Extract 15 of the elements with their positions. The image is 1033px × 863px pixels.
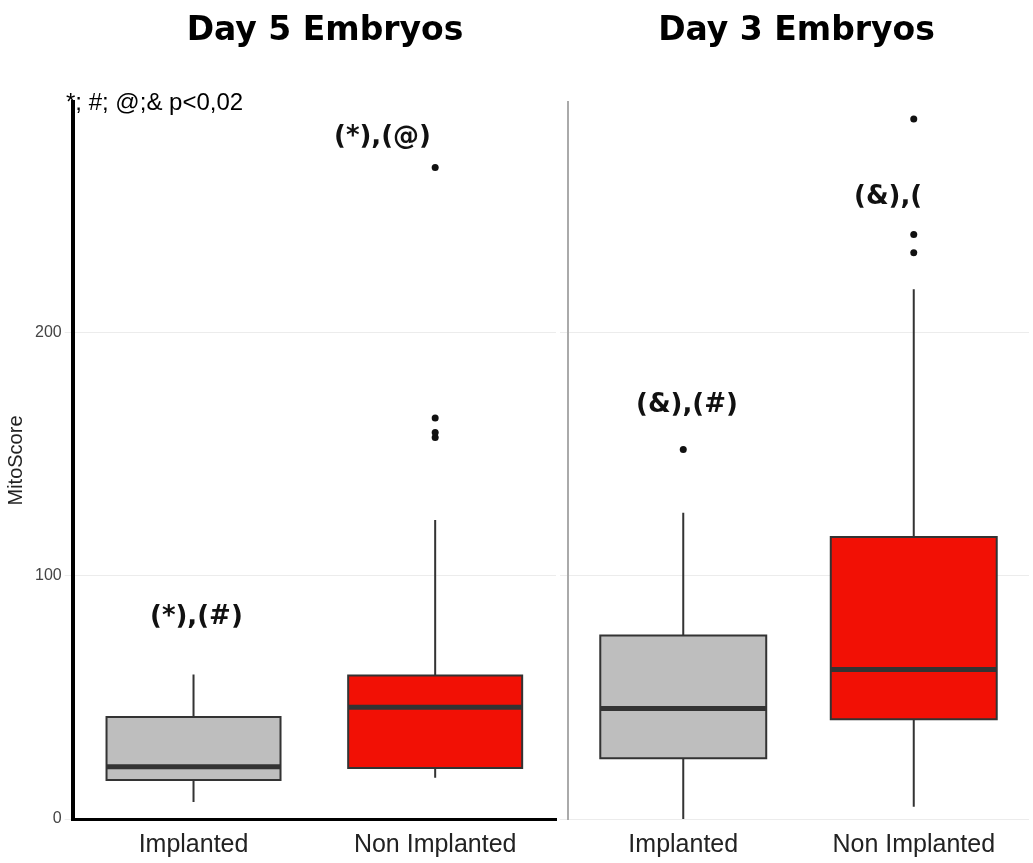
y-tick-label: 200 xyxy=(34,323,62,341)
annotation: (&),(#) xyxy=(636,388,738,418)
y-tick-label: 0 xyxy=(52,809,62,827)
annotation: (*),(@) xyxy=(334,120,432,150)
annotation: (&),( xyxy=(854,180,923,210)
x-tick-label: Implanted xyxy=(138,828,249,857)
y-tick-label: 100 xyxy=(34,566,62,584)
x-tick-label: Non Implanted xyxy=(832,828,996,857)
annotation: *; #; @;& p<0,02 xyxy=(66,88,244,116)
x-tick-label: Implanted xyxy=(628,828,739,857)
chart-title: Day 3 Embryos xyxy=(657,8,936,50)
x-tick-label: Non Implanted xyxy=(353,828,517,857)
chart-title: Day 5 Embryos xyxy=(185,8,465,50)
y-axis-title: MitoScore xyxy=(3,415,26,506)
annotation: (*),(#) xyxy=(150,600,243,630)
